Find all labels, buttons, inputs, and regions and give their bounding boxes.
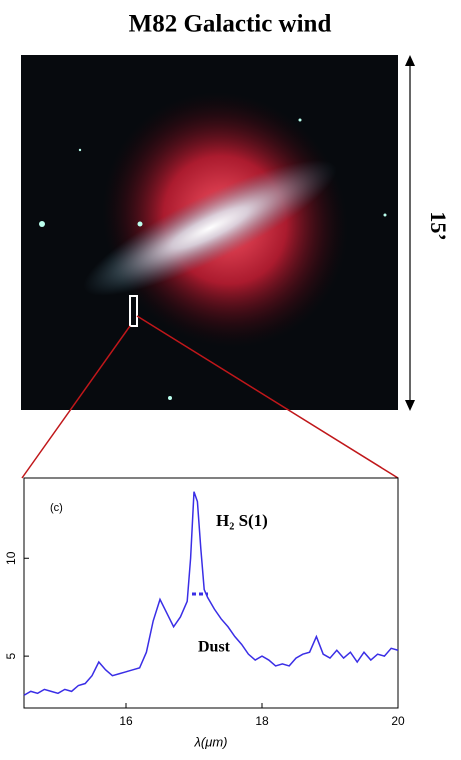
figure-title: M82 Galactic wind: [129, 11, 332, 38]
spectrum-line: [24, 492, 398, 696]
x-axis-label: λ(μm): [193, 734, 227, 749]
y-tick-label: 5: [4, 652, 18, 659]
panel-label: (c): [50, 502, 63, 514]
line-annotation: H₂ S(1): [216, 511, 268, 530]
scale-label: 15’: [426, 211, 451, 240]
scale-arrow: [405, 55, 415, 411]
galaxy-image: [21, 47, 398, 410]
x-tick-label: 20: [391, 714, 405, 728]
y-tick-label: 10: [4, 551, 18, 565]
plot-frame: [24, 478, 398, 708]
dust-annotation: Dust: [198, 639, 231, 656]
figure: M82 Galactic wind 15’ (c) H₂ S(1) Dust λ…: [0, 0, 461, 755]
x-tick-label: 18: [255, 714, 269, 728]
x-tick-label: 16: [119, 714, 133, 728]
